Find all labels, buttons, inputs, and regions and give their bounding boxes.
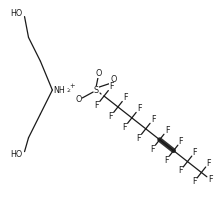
Text: F: F bbox=[109, 82, 114, 91]
Text: F: F bbox=[192, 177, 196, 186]
Text: F: F bbox=[108, 112, 113, 121]
Text: F: F bbox=[178, 167, 182, 175]
Text: 2: 2 bbox=[66, 88, 70, 92]
Text: O: O bbox=[96, 69, 102, 78]
Text: NH: NH bbox=[53, 86, 65, 95]
Text: F: F bbox=[165, 126, 169, 135]
Text: F: F bbox=[94, 101, 99, 110]
Text: F: F bbox=[122, 123, 127, 132]
Text: F: F bbox=[150, 145, 155, 154]
Text: F: F bbox=[206, 159, 211, 168]
Text: F: F bbox=[179, 137, 183, 146]
Text: F: F bbox=[164, 155, 168, 165]
Text: F: F bbox=[137, 104, 141, 113]
Text: O: O bbox=[111, 75, 117, 84]
Text: +: + bbox=[69, 83, 75, 89]
Text: F: F bbox=[208, 175, 213, 184]
Text: O: O bbox=[75, 95, 81, 105]
Text: F: F bbox=[151, 115, 155, 124]
Text: F: F bbox=[123, 93, 128, 102]
Text: F: F bbox=[136, 134, 141, 143]
Text: HO: HO bbox=[10, 9, 23, 18]
Text: S: S bbox=[94, 86, 99, 95]
Text: HO: HO bbox=[10, 150, 23, 159]
Text: F: F bbox=[193, 148, 197, 157]
